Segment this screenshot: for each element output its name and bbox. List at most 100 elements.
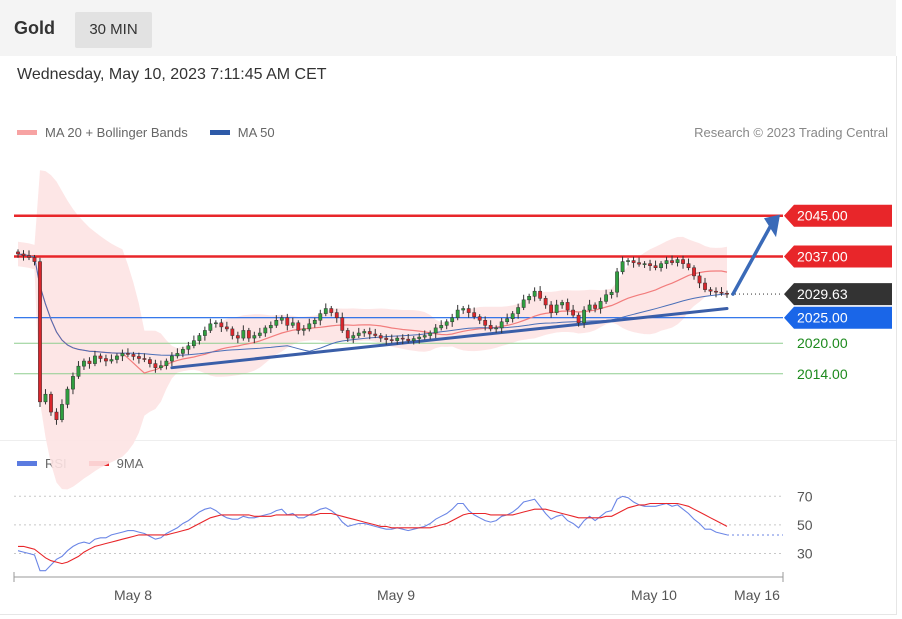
- candle-body: [395, 337, 400, 341]
- trendlines: [170, 214, 780, 370]
- candle-body: [477, 316, 482, 321]
- candle: [38, 257, 42, 407]
- candle: [180, 346, 185, 358]
- candle-body: [367, 331, 372, 335]
- candle: [417, 333, 422, 344]
- candle-body: [126, 353, 130, 355]
- candle-body: [246, 330, 251, 339]
- candle-body: [318, 313, 323, 321]
- candle: [543, 295, 548, 309]
- candle-body: [708, 289, 713, 292]
- candle-body: [93, 355, 97, 364]
- candle: [422, 330, 427, 340]
- candle: [345, 327, 350, 342]
- candle: [351, 331, 356, 344]
- candle: [329, 305, 334, 317]
- candle: [637, 257, 641, 267]
- candle-body: [516, 307, 521, 314]
- level-tag-bg-2037.00: [784, 245, 892, 268]
- candle-body: [428, 332, 433, 336]
- candle-body: [197, 335, 202, 341]
- candle-body: [115, 355, 119, 360]
- candle-body: [554, 304, 559, 313]
- candle-body: [510, 313, 515, 319]
- candle-body: [604, 294, 608, 302]
- legend-item-ma50[interactable]: MA 50: [209, 125, 275, 140]
- level-label-2020.00: 2020.00: [797, 335, 848, 351]
- candle: [472, 307, 477, 320]
- candle-body: [263, 327, 268, 334]
- candle: [659, 261, 663, 272]
- candle: [439, 320, 444, 331]
- candle: [191, 335, 196, 349]
- candle: [224, 321, 229, 332]
- level-tag-2037.00: 2037.00: [784, 245, 892, 268]
- candle: [356, 327, 361, 339]
- candle: [126, 348, 130, 357]
- candle-body: [505, 318, 510, 323]
- candle: [323, 303, 328, 317]
- candle: [576, 312, 581, 327]
- ma20-line: [17, 253, 728, 374]
- candle-body: [191, 340, 196, 346]
- candle: [483, 316, 488, 331]
- candle: [527, 293, 532, 304]
- candle-body: [697, 275, 702, 284]
- candle: [620, 256, 625, 275]
- candle-body: [455, 309, 460, 318]
- candle: [252, 331, 257, 344]
- candle-body: [714, 290, 718, 293]
- candle-body: [637, 262, 641, 265]
- candle-body: [285, 317, 290, 326]
- forecast-arrow-head: [764, 214, 780, 238]
- candle: [257, 327, 262, 339]
- candle: [87, 357, 92, 369]
- candle: [115, 353, 119, 364]
- candle: [615, 267, 619, 298]
- candle-body: [411, 338, 416, 341]
- candle-body: [32, 257, 37, 262]
- research-credit: Research © 2023 Trading Central: [694, 125, 888, 140]
- candle: [428, 330, 433, 340]
- candle-body: [301, 328, 306, 331]
- candle-body: [252, 335, 257, 339]
- candle: [98, 353, 103, 363]
- candle: [235, 331, 240, 344]
- legend-item-ma20[interactable]: MA 20 + Bollinger Bands: [17, 125, 188, 140]
- candle: [395, 335, 400, 345]
- candle: [510, 311, 515, 323]
- candle-body: [76, 365, 81, 377]
- candle-body: [521, 299, 526, 308]
- level-tag-bg-2025.00: [784, 306, 892, 329]
- candle: [213, 320, 218, 328]
- candle-body: [60, 404, 64, 420]
- candle: [76, 361, 81, 379]
- candle: [230, 326, 235, 340]
- candle: [455, 304, 460, 321]
- candle-body: [494, 327, 499, 330]
- candle-body: [43, 393, 48, 403]
- candle-body: [21, 253, 26, 256]
- candle: [362, 328, 367, 337]
- candle-body: [153, 363, 158, 368]
- candle: [268, 321, 273, 333]
- candle-body: [549, 304, 554, 313]
- candle-body: [543, 298, 548, 306]
- level-tag-text-2037.00: 2037.00: [797, 249, 848, 265]
- rsi-tick-70: 70: [797, 488, 813, 504]
- candle: [466, 304, 471, 318]
- candle-body: [49, 393, 53, 413]
- candle-body: [373, 333, 378, 336]
- candle-body: [257, 332, 262, 336]
- forecast-arrow-shaft: [731, 221, 774, 296]
- candle: [65, 386, 70, 409]
- candle-body: [378, 335, 383, 339]
- candle-body: [472, 312, 477, 317]
- candle: [708, 287, 713, 296]
- candle: [648, 259, 652, 271]
- candle-body: [137, 356, 141, 359]
- candle-body: [27, 255, 31, 258]
- timeframe-button[interactable]: 30 MIN: [75, 12, 152, 48]
- candle-body: [274, 320, 279, 326]
